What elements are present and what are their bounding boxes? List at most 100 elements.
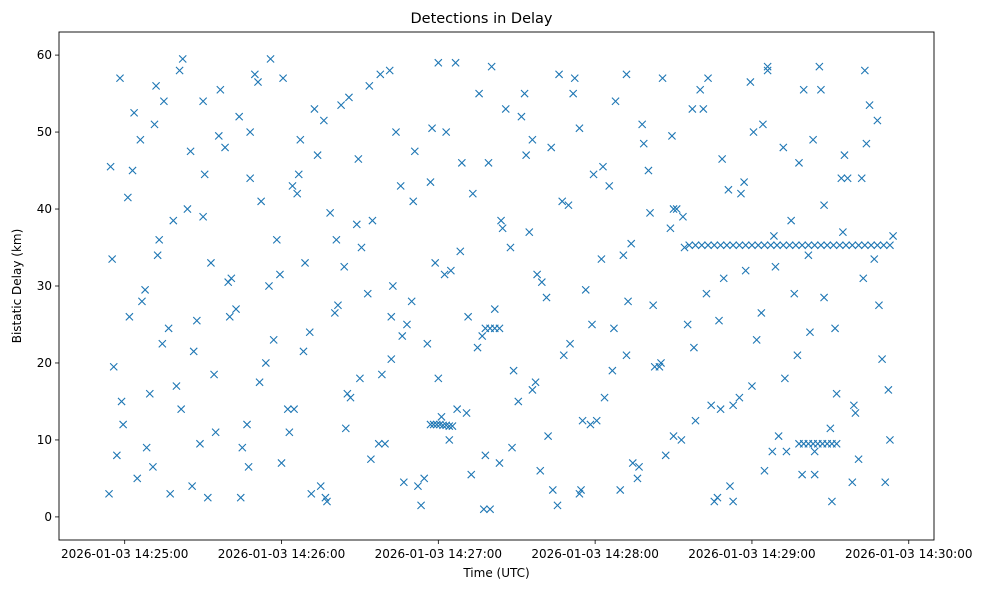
detection-point [457,158,466,167]
detection-point [804,251,813,260]
detection-point [768,447,777,456]
detection-point [667,131,676,140]
detection-point [236,493,245,502]
detection-point [407,297,416,306]
detection-point [381,439,389,448]
detection-point [177,405,186,414]
detection-point [453,405,462,414]
detection-point [829,241,838,250]
detection-point [735,241,744,250]
detection-point [467,470,476,479]
y-tick-label: 40 [37,202,52,216]
detection-point [638,120,647,129]
detection-point [313,151,322,160]
detection-point [490,305,499,314]
detection-point [633,474,642,483]
detection-point [735,393,744,402]
detection-point [867,241,876,250]
detection-point [388,282,397,290]
detection-point [517,112,526,121]
detection-point [840,151,849,160]
detection-point [172,382,181,391]
detection-point [246,128,255,137]
detection-point [484,158,493,167]
detection-point [758,120,767,129]
detection-point [558,197,567,206]
detection-point [330,308,339,317]
detection-point [374,439,383,448]
detection-point [798,241,807,250]
detection-point [860,241,869,250]
detection-point [805,328,814,337]
detection-point [741,241,750,250]
y-tick-label: 60 [37,48,52,62]
detection-point [722,241,731,250]
detection-point [746,78,755,87]
detection-point [838,228,847,237]
detection-point [779,241,788,250]
detection-point [559,351,568,360]
detection-point [130,108,139,117]
detection-point [456,247,465,256]
detection-point [195,439,204,448]
detection-point [794,158,803,167]
detection-point [809,135,818,144]
detection-point [862,139,871,148]
detection-point [885,435,894,444]
detection-point [848,478,857,487]
detection-point [669,205,678,214]
detection-point [644,166,653,175]
detection-point [478,332,487,341]
detection-point [790,289,799,298]
detection-point [520,89,529,98]
detection-point [468,189,477,198]
detection-point [713,493,722,502]
marker-layer [105,54,898,514]
detection-point [810,447,819,456]
detection-point [704,241,713,250]
detection-point [669,432,678,441]
detection-point [773,241,782,250]
detection-point [752,335,761,344]
detection-point [771,262,780,271]
detection-point [661,451,670,460]
detection-point [183,205,192,214]
detection-point [188,482,197,491]
detection-point [589,170,598,179]
detection-point [501,104,510,113]
detection-point [581,285,590,294]
detection-point [495,459,504,468]
detection-point [316,482,325,491]
detection-point [741,266,750,275]
detection-point [164,324,173,333]
detection-point [729,401,738,410]
detection-point [305,328,314,337]
detection-point [344,93,353,102]
detection-point [569,89,578,98]
detection-point [677,435,686,444]
detection-point [341,424,350,433]
detection-point [178,54,187,63]
y-tick-label: 10 [37,433,52,447]
detection-point [141,285,150,294]
detection-point [266,54,275,63]
detection-point [279,74,288,83]
detection-point [440,270,449,279]
detection-point [848,241,857,250]
detection-point [649,301,658,310]
detection-point [310,104,319,113]
detection-point [860,66,869,75]
detection-point [854,455,863,464]
detection-point [332,235,341,244]
x-axis-label: Time (UTC) [462,566,529,580]
detection-point [481,451,490,460]
detection-point [622,351,631,360]
detection-point [426,178,435,187]
detection-point [769,231,778,240]
detection-point [417,501,426,510]
detection-point [865,101,874,110]
detection-point [410,147,419,156]
y-tick-label: 0 [44,510,52,524]
detection-point [428,124,437,133]
detection-point [293,189,302,198]
